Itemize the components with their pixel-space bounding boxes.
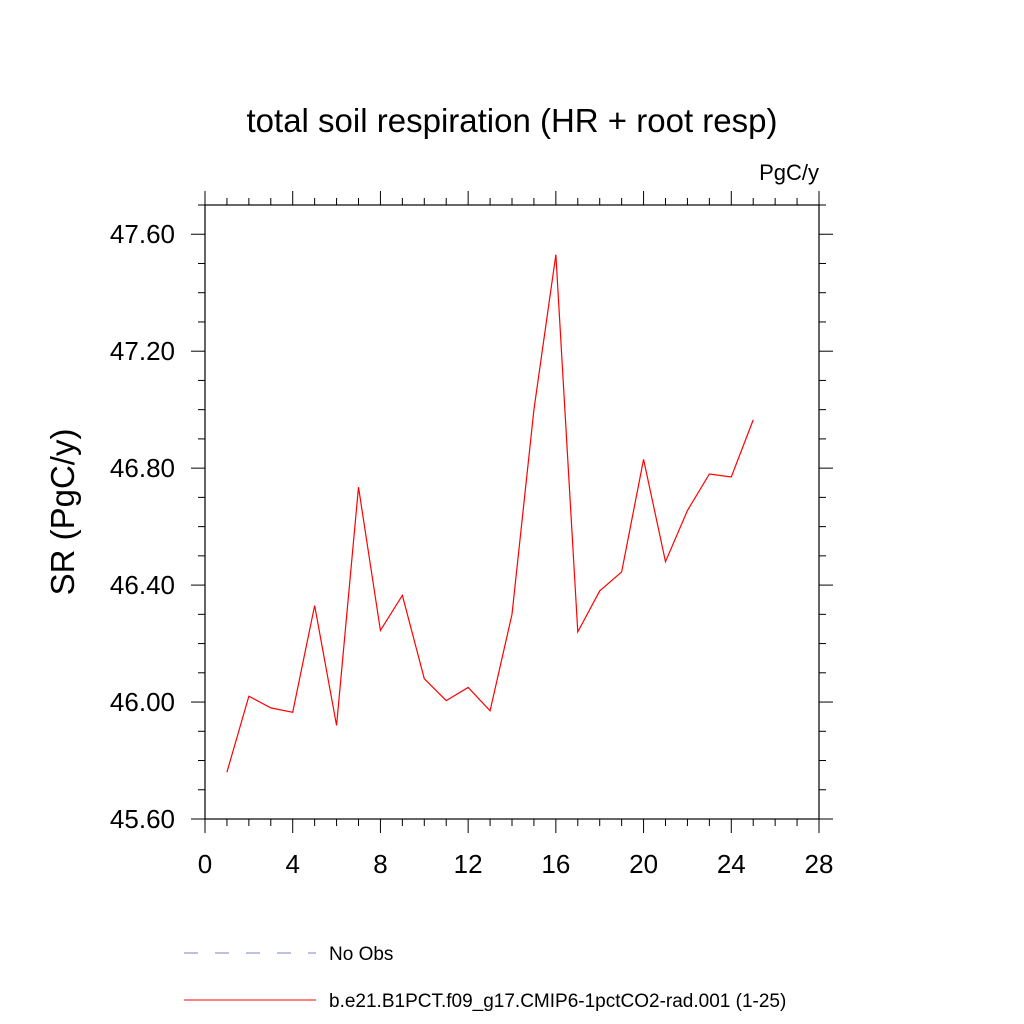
y-tick-label: 46.00 (110, 687, 175, 717)
x-tick-label: 28 (805, 849, 834, 879)
x-tick-label: 0 (198, 849, 212, 879)
x-tick-label: 20 (629, 849, 658, 879)
y-tick-label: 47.20 (110, 336, 175, 366)
x-tick-label: 16 (541, 849, 570, 879)
y-tick-label: 46.40 (110, 570, 175, 600)
tick-labels: 0 4 8 12 16 20 24 28 45.60 46.00 46.40 46.80 47.20 47… (110, 219, 834, 879)
legend: No Obs b.e21.B1PCT.f09_g17.CMIP6-1pctCO2-… (184, 944, 786, 1012)
legend-label: No Obs (329, 944, 393, 965)
x-tick-label: 24 (717, 849, 746, 879)
y-tick-label: 45.60 (110, 804, 175, 834)
x-tick-label: 8 (373, 849, 387, 879)
chart-title: total soil respiration (HR + root resp) (247, 102, 778, 139)
y-tick-label: 46.80 (110, 453, 175, 483)
units-label: PgC/y (759, 160, 819, 185)
plot-frame (204, 204, 820, 820)
series-layer (226, 254, 754, 773)
y-tick-label: 47.60 (110, 219, 175, 249)
y-axis-label: SR (PgC/y) (44, 429, 81, 596)
axis-ticks (191, 191, 833, 833)
x-tick-label: 12 (454, 849, 483, 879)
series-line (226, 254, 754, 773)
legend-label: b.e21.B1PCT.f09_g17.CMIP6-1pctCO2-rad.00… (329, 991, 786, 1012)
x-tick-label: 4 (285, 849, 299, 879)
